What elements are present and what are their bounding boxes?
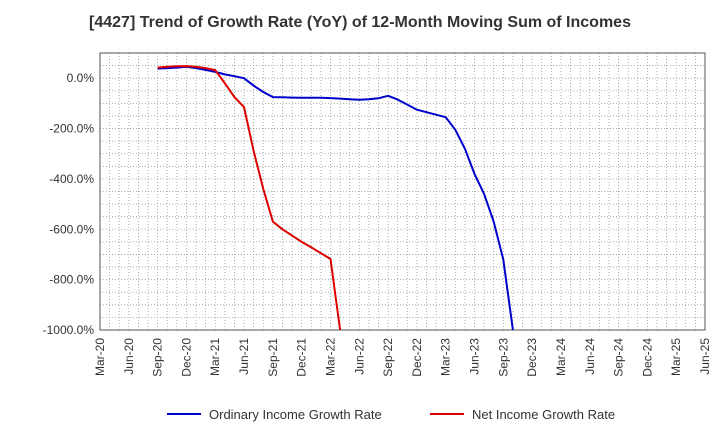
y-tick-label: 0.0% [67, 71, 95, 85]
y-tick-label: -1000.0% [43, 323, 95, 337]
x-tick-label: Mar-24 [554, 338, 568, 376]
y-tick-label: -600.0% [49, 222, 94, 236]
y-tick-label: -800.0% [49, 273, 94, 287]
x-tick-label: Dec-22 [410, 338, 424, 377]
x-tick-label: Dec-23 [525, 338, 539, 377]
x-tick-label: Sep-24 [612, 338, 626, 377]
x-tick-label: Dec-24 [640, 338, 654, 377]
x-tick-label: Jun-20 [122, 338, 136, 375]
legend-label: Net Income Growth Rate [472, 407, 615, 422]
y-tick-label: -400.0% [49, 172, 94, 186]
x-tick-label: Mar-22 [323, 338, 337, 376]
y-tick-label: -200.0% [49, 122, 94, 136]
x-tick-label: Jun-25 [698, 338, 712, 375]
x-tick-label: Sep-22 [381, 338, 395, 377]
plot-frame [99, 52, 706, 331]
x-tick-label: Sep-23 [496, 338, 510, 377]
x-tick-label: Jun-23 [468, 338, 482, 375]
x-tick-label: Jun-21 [237, 338, 251, 375]
x-tick-label: Mar-23 [439, 338, 453, 376]
x-tick-label: Sep-21 [266, 338, 280, 377]
x-tick-label: Mar-25 [669, 338, 683, 376]
x-tick-label: Sep-20 [151, 338, 165, 377]
x-tick-label: Mar-20 [93, 338, 107, 376]
x-tick-label: Dec-20 [179, 338, 193, 377]
legend-label: Ordinary Income Growth Rate [209, 407, 382, 422]
x-tick-label: Jun-24 [583, 338, 597, 375]
series-line-1 [157, 65, 342, 330]
x-tick-label: Jun-22 [352, 338, 366, 375]
chart-title: [4427] Trend of Growth Rate (YoY) of 12-… [89, 14, 631, 31]
x-tick-label: Mar-21 [208, 338, 222, 376]
x-tick-label: Dec-21 [295, 338, 309, 377]
